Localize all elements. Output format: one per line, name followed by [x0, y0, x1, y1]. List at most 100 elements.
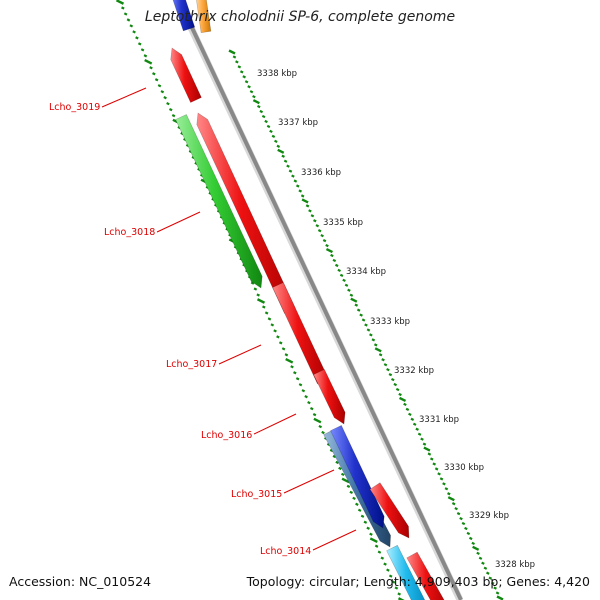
- scale-dot: [340, 472, 345, 477]
- scale-dot: [363, 520, 368, 524]
- gene-leader-line: [156, 211, 201, 233]
- scale-dot: [339, 273, 344, 277]
- gene-track: [170, 0, 445, 600]
- scale-label: 3328 kbp: [495, 560, 535, 570]
- scale-dot: [261, 114, 266, 119]
- scale-dot: [335, 460, 339, 465]
- scale-dot: [337, 268, 341, 273]
- scale-dot: [157, 84, 162, 88]
- scale-dot: [486, 571, 490, 575]
- scale-major-tick: [256, 298, 266, 304]
- scale-major-tick: [423, 446, 431, 452]
- scale-dot: [405, 407, 410, 412]
- scale-dot: [143, 54, 148, 58]
- scale-dot: [444, 487, 449, 491]
- scale-dot: [278, 341, 283, 345]
- scale-dot: [253, 287, 258, 291]
- scale-dot: [270, 323, 275, 327]
- scale-dot: [408, 412, 412, 416]
- scale-dot: [262, 305, 266, 309]
- scale-dot: [266, 124, 271, 129]
- scale-dot: [386, 368, 390, 372]
- scale-dot: [377, 550, 382, 554]
- gene-leader-line: [218, 344, 262, 365]
- scale-dot: [286, 164, 290, 168]
- scale-major-tick: [341, 477, 350, 484]
- scale-dot: [325, 243, 329, 248]
- scale-dot: [247, 85, 251, 89]
- gene-arrow: [313, 368, 346, 425]
- scale-dot: [291, 174, 295, 178]
- scale-dot: [415, 427, 419, 431]
- scale-dot: [378, 353, 383, 357]
- scale-dot: [160, 90, 165, 94]
- scale-major-tick: [144, 58, 153, 65]
- scale-dot: [304, 395, 308, 399]
- scale-dot: [471, 541, 475, 546]
- scale-label: 3335 kbp: [323, 218, 363, 228]
- scale-dot: [132, 30, 136, 34]
- scale-dot: [259, 109, 264, 114]
- scale-dot: [293, 179, 298, 183]
- gene-arrow: [369, 482, 410, 539]
- scale-dot: [391, 580, 396, 584]
- gene-arrow: [172, 0, 196, 32]
- scale-dot: [468, 536, 473, 541]
- scale-dot: [309, 407, 314, 411]
- scale-major-tick: [325, 247, 333, 254]
- scale-dot: [295, 377, 300, 381]
- scale-label: 3338 kbp: [257, 69, 297, 79]
- scale-labels: 3338 kbp 3337 kbp 3336 kbp 3335 kbp 3334 kbp…: [257, 69, 535, 570]
- scale-dot: [168, 108, 173, 112]
- gene-labels: Lcho_3019 Lcho_3018 Lcho_3017 Lcho_3016 Lcho…: [49, 87, 357, 557]
- scale-dot: [334, 263, 339, 268]
- scale-dot: [488, 576, 493, 580]
- scale-label: 3333 kbp: [370, 317, 410, 327]
- scale-dot: [355, 502, 359, 506]
- scale-dot: [356, 308, 361, 312]
- scale-dot: [434, 467, 439, 471]
- scale-dot: [267, 317, 272, 321]
- scale-dot: [490, 581, 495, 585]
- scale-dot: [276, 144, 281, 148]
- scale-dot: [412, 422, 417, 426]
- gene-arrow: [196, 0, 212, 34]
- scale-dot: [295, 184, 300, 188]
- scale-dot: [249, 90, 254, 94]
- gene-label: Lcho_3015: [231, 489, 282, 500]
- scale-dot: [166, 102, 170, 106]
- scale-dot: [437, 472, 441, 476]
- scale-dot: [483, 566, 488, 570]
- scale-dot: [322, 238, 327, 243]
- scale-dot: [338, 466, 342, 471]
- scale-dot: [312, 412, 317, 417]
- scale-dot: [298, 383, 303, 387]
- inner-scale-ring: [115, 0, 405, 600]
- genome-title: Leptothrix cholodnii SP-6, complete geno…: [144, 9, 456, 25]
- scale-dot: [252, 95, 256, 99]
- scale-dot: [459, 516, 463, 521]
- scale-dot: [456, 511, 461, 516]
- scale-dot: [349, 490, 354, 494]
- scale-dot: [152, 72, 156, 76]
- scale-dot: [464, 526, 468, 531]
- scale-dot: [271, 134, 276, 139]
- scale-dot: [321, 430, 325, 435]
- scale-dot: [135, 36, 139, 40]
- scale-major-tick: [115, 0, 125, 5]
- scale-dot: [310, 214, 315, 218]
- scale-label: 3332 kbp: [394, 366, 434, 376]
- scale-dot: [123, 12, 128, 16]
- scale-label: 3330 kbp: [444, 463, 484, 473]
- scale-dot: [290, 365, 294, 369]
- scale-dot: [284, 353, 289, 357]
- scale-dot: [349, 293, 354, 297]
- scale-dot: [332, 454, 337, 459]
- scale-dot: [371, 338, 376, 342]
- scale-dot: [347, 288, 351, 292]
- gene-arrow: [175, 114, 263, 289]
- scale-dot: [394, 586, 399, 590]
- scale-dot: [305, 204, 310, 208]
- scale-dot: [232, 55, 237, 59]
